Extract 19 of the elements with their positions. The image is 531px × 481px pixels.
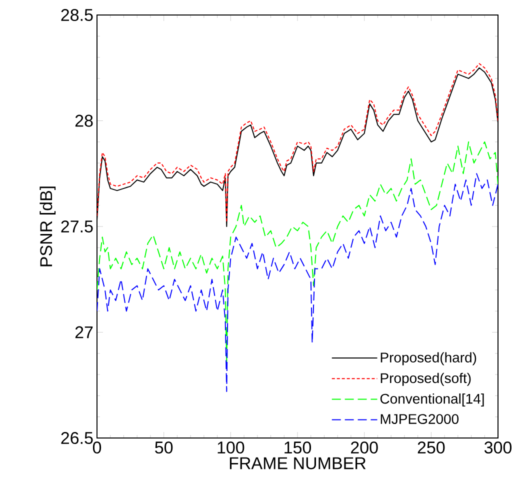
- x-tick-label: 300: [484, 442, 512, 454]
- y-tick-label: 27.5: [61, 220, 93, 233]
- x-tick-label: 0: [92, 442, 102, 454]
- x-tick-label: 200: [351, 442, 378, 454]
- x-tick-label: 100: [218, 442, 244, 454]
- y-tick-label: 28: [75, 114, 93, 127]
- x-tick-label: 150: [284, 442, 312, 454]
- legend-label: Proposed(hard): [380, 352, 476, 366]
- legend-label: Conventional[14]: [380, 393, 484, 407]
- x-axis-title: FRAME NUMBER: [230, 457, 366, 470]
- line-series: [97, 141, 498, 364]
- legend-label: Proposed(soft): [380, 372, 471, 386]
- y-tick-label: 27: [75, 326, 93, 338]
- x-tick-label: 250: [418, 442, 445, 454]
- y-axis-title: PSNR [dB]: [40, 186, 56, 266]
- x-tick-label: 50: [155, 442, 173, 454]
- y-tick-label: 28.5: [61, 8, 93, 22]
- y-tick-label: 26.5: [61, 432, 93, 444]
- legend-label: MJPEG2000: [380, 414, 459, 424]
